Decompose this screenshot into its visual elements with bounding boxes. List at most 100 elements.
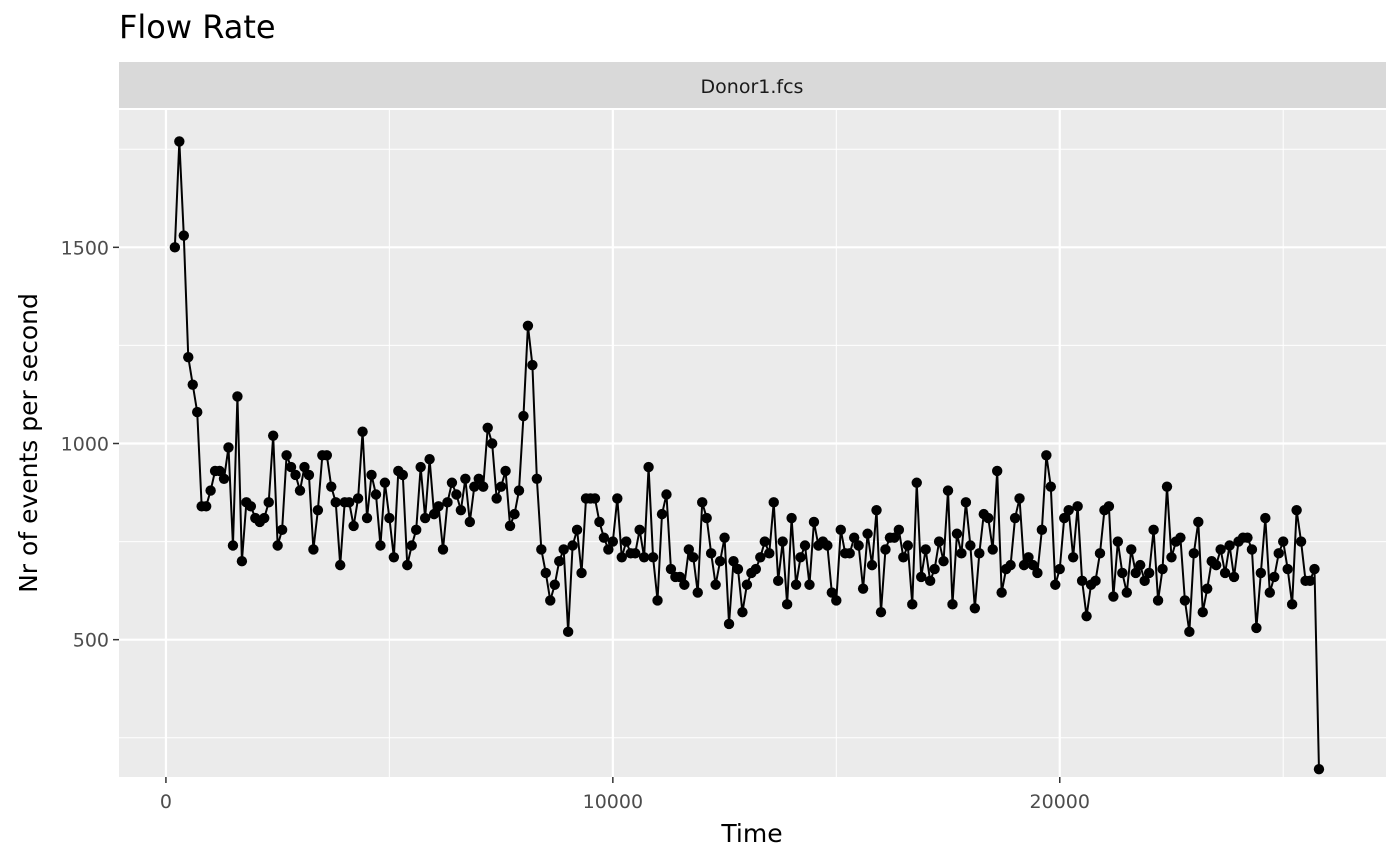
data-point xyxy=(983,512,994,524)
data-point xyxy=(683,544,695,555)
data-point xyxy=(442,497,453,508)
data-point xyxy=(1309,563,1320,575)
data-point xyxy=(634,524,645,536)
data-points xyxy=(169,136,1325,775)
data-point xyxy=(1126,544,1137,555)
data-point xyxy=(987,544,998,555)
data-point xyxy=(920,544,931,555)
data-point xyxy=(697,497,708,508)
data-point xyxy=(737,607,748,618)
data-point xyxy=(1130,567,1141,579)
data-point xyxy=(1304,575,1316,587)
data-point xyxy=(643,461,654,473)
major-grid xyxy=(119,110,1386,777)
data-point xyxy=(308,544,319,555)
data-point xyxy=(688,552,699,563)
data-point xyxy=(384,512,395,524)
data-point xyxy=(1072,501,1083,512)
data-point xyxy=(554,556,565,567)
data-point xyxy=(1313,763,1325,775)
data-point xyxy=(370,489,382,500)
data-point xyxy=(192,406,203,418)
data-point xyxy=(536,544,547,555)
data-point xyxy=(612,493,623,504)
data-point xyxy=(1121,587,1132,598)
data-point xyxy=(446,477,458,488)
data-point xyxy=(679,579,690,590)
data-point xyxy=(1157,563,1168,575)
data-point xyxy=(1152,595,1164,606)
data-point xyxy=(527,359,538,371)
data-point xyxy=(343,497,355,508)
data-point xyxy=(1023,552,1034,563)
data-point xyxy=(822,540,833,551)
data-point xyxy=(616,552,627,563)
data-point xyxy=(1059,512,1070,524)
data-point xyxy=(732,563,744,575)
data-point xyxy=(571,524,583,536)
data-point xyxy=(1036,524,1048,536)
data-point xyxy=(768,497,779,508)
data-point xyxy=(781,599,793,610)
data-point xyxy=(272,540,283,551)
data-point xyxy=(562,626,574,638)
data-point xyxy=(411,524,422,536)
data-point xyxy=(1041,450,1052,461)
data-point xyxy=(692,587,703,598)
data-point xyxy=(357,426,368,437)
data-point xyxy=(723,618,735,630)
data-point xyxy=(205,485,216,496)
data-point xyxy=(1054,563,1065,575)
data-point xyxy=(862,528,873,539)
data-point xyxy=(880,544,891,555)
data-point xyxy=(1112,536,1124,547)
data-point xyxy=(1032,567,1043,579)
data-point xyxy=(929,563,940,575)
data-point xyxy=(1108,591,1119,602)
data-point xyxy=(290,469,301,481)
data-point xyxy=(1202,583,1213,594)
data-point xyxy=(1269,571,1280,583)
data-point xyxy=(1050,579,1061,590)
axis-ticks xyxy=(113,246,1061,783)
data-point xyxy=(848,532,860,543)
data-point xyxy=(719,532,730,543)
facet-strip-label: Donor1.fcs xyxy=(701,76,804,98)
data-point xyxy=(549,579,560,590)
y-tick-label: 1000 xyxy=(61,434,109,456)
data-point xyxy=(326,481,337,492)
data-point xyxy=(1027,559,1039,571)
data-point xyxy=(790,579,802,590)
data-point xyxy=(276,524,288,536)
data-point xyxy=(1135,559,1146,571)
data-point xyxy=(1295,536,1307,547)
data-point xyxy=(871,505,882,516)
data-point xyxy=(451,489,462,500)
data-point xyxy=(1278,536,1289,547)
data-point xyxy=(951,528,963,539)
data-point xyxy=(402,559,413,571)
data-point xyxy=(1117,567,1128,579)
data-point xyxy=(714,556,726,567)
data-point xyxy=(214,465,225,477)
x-tick-label: 10000 xyxy=(583,791,643,813)
data-point xyxy=(665,563,677,575)
data-point xyxy=(893,524,905,536)
data-point xyxy=(974,548,985,559)
data-point xyxy=(1076,575,1088,587)
data-point xyxy=(469,481,480,492)
data-point xyxy=(437,544,449,555)
data-point xyxy=(661,489,672,500)
data-point xyxy=(312,505,324,516)
data-point xyxy=(773,575,784,587)
data-point xyxy=(366,469,377,481)
data-point xyxy=(1045,481,1057,492)
data-point xyxy=(200,501,212,512)
data-point xyxy=(406,540,417,551)
data-point xyxy=(1264,587,1276,598)
y-axis-title: Nr of events per second xyxy=(14,293,43,593)
data-point xyxy=(303,469,315,481)
data-point xyxy=(183,351,194,363)
data-point xyxy=(509,508,520,520)
y-tick-label: 500 xyxy=(73,630,109,652)
